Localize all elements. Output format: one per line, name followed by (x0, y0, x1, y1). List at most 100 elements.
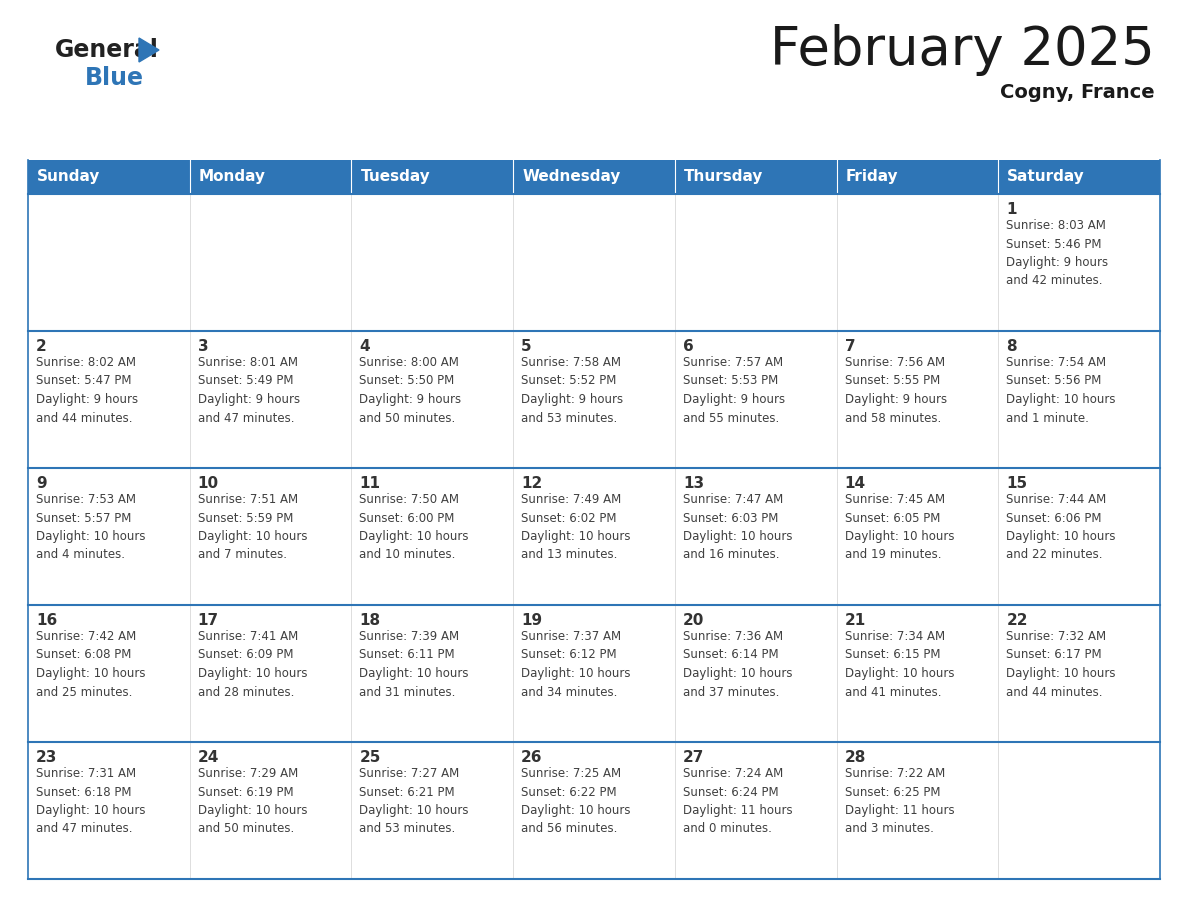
Text: 5: 5 (522, 339, 532, 354)
Text: Thursday: Thursday (684, 170, 763, 185)
Text: Sunrise: 7:42 AM
Sunset: 6:08 PM
Daylight: 10 hours
and 25 minutes.: Sunrise: 7:42 AM Sunset: 6:08 PM Dayligh… (36, 630, 145, 699)
Bar (998, 468, 1159, 605)
Bar (675, 194, 836, 331)
Bar (836, 468, 998, 605)
Text: Sunrise: 7:57 AM
Sunset: 5:53 PM
Daylight: 9 hours
and 55 minutes.: Sunrise: 7:57 AM Sunset: 5:53 PM Dayligh… (683, 356, 785, 424)
Text: Sunrise: 7:25 AM
Sunset: 6:22 PM
Daylight: 10 hours
and 56 minutes.: Sunrise: 7:25 AM Sunset: 6:22 PM Dayligh… (522, 767, 631, 835)
Text: 11: 11 (360, 476, 380, 491)
Text: Sunrise: 7:29 AM
Sunset: 6:19 PM
Daylight: 10 hours
and 50 minutes.: Sunrise: 7:29 AM Sunset: 6:19 PM Dayligh… (197, 767, 308, 835)
Text: Sunrise: 7:56 AM
Sunset: 5:55 PM
Daylight: 9 hours
and 58 minutes.: Sunrise: 7:56 AM Sunset: 5:55 PM Dayligh… (845, 356, 947, 424)
Text: 21: 21 (845, 613, 866, 628)
Bar (836, 160, 998, 194)
Text: 6: 6 (683, 339, 694, 354)
Text: Sunrise: 7:41 AM
Sunset: 6:09 PM
Daylight: 10 hours
and 28 minutes.: Sunrise: 7:41 AM Sunset: 6:09 PM Dayligh… (197, 630, 308, 699)
Text: 25: 25 (360, 750, 381, 765)
Text: 16: 16 (36, 613, 57, 628)
Bar (836, 742, 998, 879)
Text: 2: 2 (36, 339, 46, 354)
Bar (998, 742, 1159, 879)
Text: 13: 13 (683, 476, 704, 491)
Bar (190, 742, 352, 879)
Bar (836, 194, 998, 331)
Text: 14: 14 (845, 476, 866, 491)
Text: 19: 19 (522, 613, 542, 628)
Text: 9: 9 (36, 476, 46, 491)
Bar (998, 160, 1159, 194)
Text: Sunrise: 7:22 AM
Sunset: 6:25 PM
Daylight: 11 hours
and 3 minutes.: Sunrise: 7:22 AM Sunset: 6:25 PM Dayligh… (845, 767, 954, 835)
Bar (29, 742, 190, 879)
Text: Sunrise: 7:24 AM
Sunset: 6:24 PM
Daylight: 11 hours
and 0 minutes.: Sunrise: 7:24 AM Sunset: 6:24 PM Dayligh… (683, 767, 792, 835)
Bar (352, 742, 513, 879)
Text: Sunrise: 8:02 AM
Sunset: 5:47 PM
Daylight: 9 hours
and 44 minutes.: Sunrise: 8:02 AM Sunset: 5:47 PM Dayligh… (36, 356, 138, 424)
Bar (836, 331, 998, 468)
Bar (675, 160, 836, 194)
Bar (29, 468, 190, 605)
Text: Cogny, France: Cogny, France (1000, 83, 1155, 102)
Text: 24: 24 (197, 750, 219, 765)
Bar (675, 331, 836, 468)
Bar (29, 160, 190, 194)
Bar (513, 194, 675, 331)
Text: 17: 17 (197, 613, 219, 628)
Bar (675, 605, 836, 742)
Text: 1: 1 (1006, 202, 1017, 217)
Bar (29, 331, 190, 468)
Bar (352, 331, 513, 468)
Text: 22: 22 (1006, 613, 1028, 628)
Text: Sunrise: 7:39 AM
Sunset: 6:11 PM
Daylight: 10 hours
and 31 minutes.: Sunrise: 7:39 AM Sunset: 6:11 PM Dayligh… (360, 630, 469, 699)
Text: Friday: Friday (846, 170, 898, 185)
Text: Sunrise: 7:58 AM
Sunset: 5:52 PM
Daylight: 9 hours
and 53 minutes.: Sunrise: 7:58 AM Sunset: 5:52 PM Dayligh… (522, 356, 624, 424)
Bar (998, 331, 1159, 468)
Bar (513, 468, 675, 605)
Bar (836, 605, 998, 742)
Bar (190, 468, 352, 605)
Text: 15: 15 (1006, 476, 1028, 491)
Bar (513, 160, 675, 194)
Text: 28: 28 (845, 750, 866, 765)
Bar (190, 160, 352, 194)
Text: 20: 20 (683, 613, 704, 628)
Text: 3: 3 (197, 339, 208, 354)
Text: Sunrise: 7:50 AM
Sunset: 6:00 PM
Daylight: 10 hours
and 10 minutes.: Sunrise: 7:50 AM Sunset: 6:00 PM Dayligh… (360, 493, 469, 562)
Bar (675, 468, 836, 605)
Text: 4: 4 (360, 339, 369, 354)
Text: 18: 18 (360, 613, 380, 628)
Bar (190, 605, 352, 742)
Text: Sunrise: 8:03 AM
Sunset: 5:46 PM
Daylight: 9 hours
and 42 minutes.: Sunrise: 8:03 AM Sunset: 5:46 PM Dayligh… (1006, 219, 1108, 287)
Text: 8: 8 (1006, 339, 1017, 354)
Bar (190, 331, 352, 468)
Text: General: General (55, 38, 159, 62)
Bar (513, 605, 675, 742)
Text: 23: 23 (36, 750, 57, 765)
Bar (190, 194, 352, 331)
Bar (29, 194, 190, 331)
Text: Sunrise: 7:44 AM
Sunset: 6:06 PM
Daylight: 10 hours
and 22 minutes.: Sunrise: 7:44 AM Sunset: 6:06 PM Dayligh… (1006, 493, 1116, 562)
Bar (998, 194, 1159, 331)
Bar (352, 605, 513, 742)
Text: Saturday: Saturday (1007, 170, 1085, 185)
Text: 27: 27 (683, 750, 704, 765)
Text: Sunrise: 8:01 AM
Sunset: 5:49 PM
Daylight: 9 hours
and 47 minutes.: Sunrise: 8:01 AM Sunset: 5:49 PM Dayligh… (197, 356, 299, 424)
Text: February 2025: February 2025 (770, 24, 1155, 76)
Bar (29, 605, 190, 742)
Bar (998, 605, 1159, 742)
Text: Sunday: Sunday (37, 170, 100, 185)
Bar (352, 468, 513, 605)
Text: Sunrise: 8:00 AM
Sunset: 5:50 PM
Daylight: 9 hours
and 50 minutes.: Sunrise: 8:00 AM Sunset: 5:50 PM Dayligh… (360, 356, 462, 424)
Text: Sunrise: 7:36 AM
Sunset: 6:14 PM
Daylight: 10 hours
and 37 minutes.: Sunrise: 7:36 AM Sunset: 6:14 PM Dayligh… (683, 630, 792, 699)
Text: Sunrise: 7:47 AM
Sunset: 6:03 PM
Daylight: 10 hours
and 16 minutes.: Sunrise: 7:47 AM Sunset: 6:03 PM Dayligh… (683, 493, 792, 562)
Text: 26: 26 (522, 750, 543, 765)
Bar (513, 742, 675, 879)
Text: 10: 10 (197, 476, 219, 491)
Bar (352, 160, 513, 194)
Text: Tuesday: Tuesday (360, 170, 430, 185)
Text: Sunrise: 7:51 AM
Sunset: 5:59 PM
Daylight: 10 hours
and 7 minutes.: Sunrise: 7:51 AM Sunset: 5:59 PM Dayligh… (197, 493, 308, 562)
Text: 12: 12 (522, 476, 543, 491)
Text: Sunrise: 7:45 AM
Sunset: 6:05 PM
Daylight: 10 hours
and 19 minutes.: Sunrise: 7:45 AM Sunset: 6:05 PM Dayligh… (845, 493, 954, 562)
Text: Sunrise: 7:54 AM
Sunset: 5:56 PM
Daylight: 10 hours
and 1 minute.: Sunrise: 7:54 AM Sunset: 5:56 PM Dayligh… (1006, 356, 1116, 424)
Text: Sunrise: 7:49 AM
Sunset: 6:02 PM
Daylight: 10 hours
and 13 minutes.: Sunrise: 7:49 AM Sunset: 6:02 PM Dayligh… (522, 493, 631, 562)
Bar (352, 194, 513, 331)
Bar (675, 742, 836, 879)
Text: Sunrise: 7:31 AM
Sunset: 6:18 PM
Daylight: 10 hours
and 47 minutes.: Sunrise: 7:31 AM Sunset: 6:18 PM Dayligh… (36, 767, 145, 835)
Text: Blue: Blue (86, 66, 144, 90)
